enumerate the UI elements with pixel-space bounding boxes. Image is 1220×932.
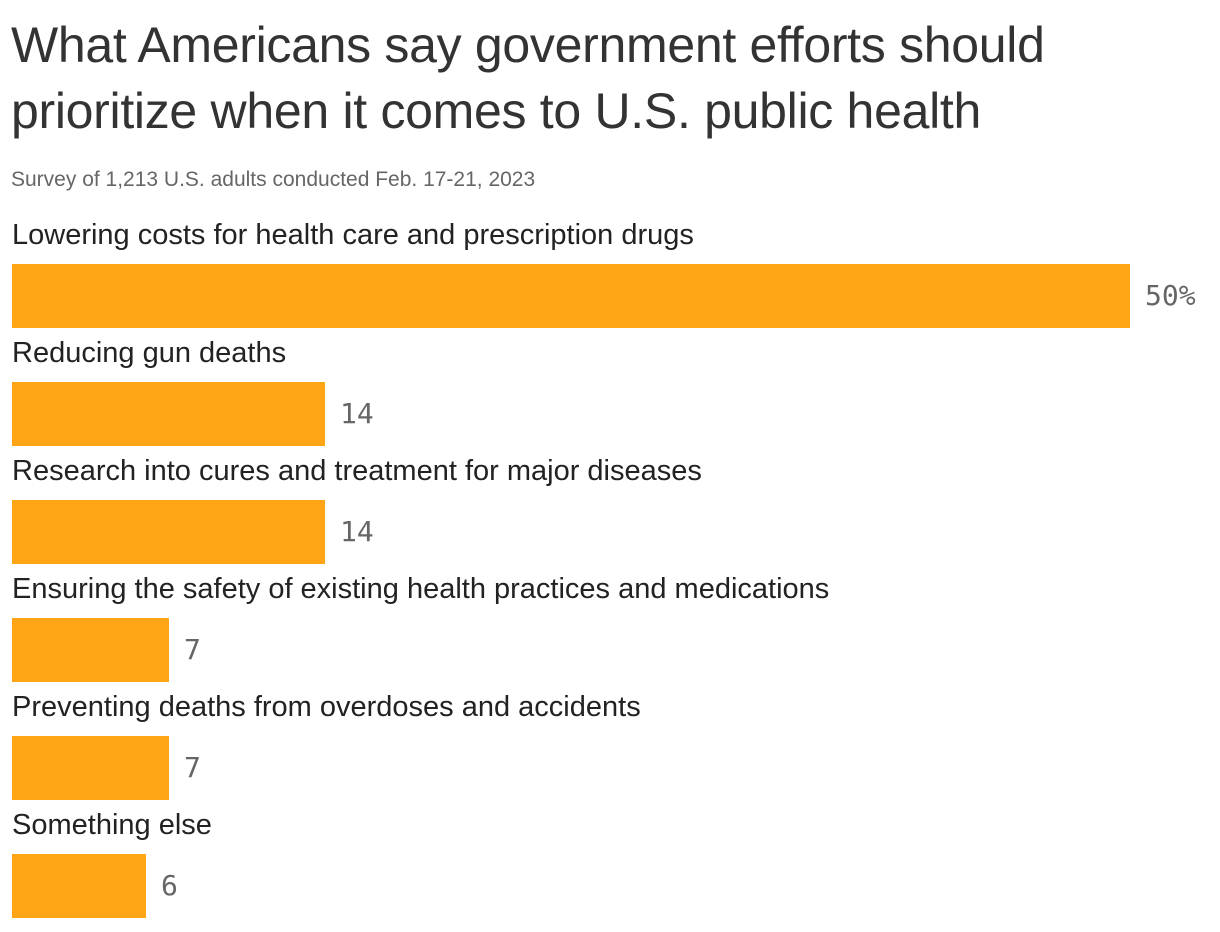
category-label: Reducing gun deaths: [12, 337, 287, 369]
value-label: 7: [184, 633, 201, 666]
category-label: Ensuring the safety of existing health p…: [12, 573, 830, 605]
value-label: 6: [161, 869, 178, 902]
category-label: Lowering costs for health care and presc…: [12, 219, 694, 251]
value-label: 14: [340, 515, 374, 548]
bar: [12, 618, 169, 682]
category-label: Something else: [12, 809, 212, 841]
category-label: Preventing deaths from overdoses and acc…: [12, 691, 641, 723]
value-label: 50%: [1145, 279, 1196, 312]
chart-title: What Americans say government efforts sh…: [11, 17, 1045, 139]
bar: [12, 382, 325, 446]
bar: [12, 854, 146, 918]
value-label: 7: [184, 751, 201, 784]
bar: [12, 264, 1130, 328]
bar: [12, 500, 325, 564]
bar: [12, 736, 169, 800]
value-label: 14: [340, 397, 374, 430]
chart-subtitle: Survey of 1,213 U.S. adults conducted Fe…: [11, 168, 536, 191]
category-label: Research into cures and treatment for ma…: [12, 455, 702, 487]
